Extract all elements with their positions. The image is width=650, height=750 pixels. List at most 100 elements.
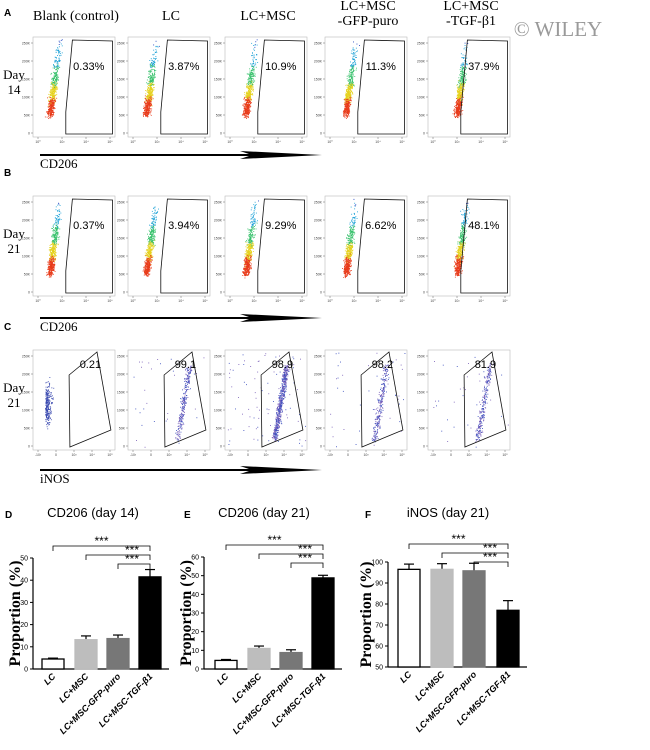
event-point: [346, 75, 348, 77]
event-point: [145, 102, 146, 104]
event-point: [52, 89, 54, 91]
event-point: [460, 105, 462, 107]
event-point: [57, 244, 59, 246]
event-point: [246, 118, 247, 119]
event-point: [50, 251, 51, 253]
event-point: [50, 89, 52, 90]
event-point: [56, 234, 58, 235]
event-point: [249, 101, 251, 103]
event-point: [147, 106, 148, 107]
event-point: [152, 62, 154, 64]
event-point: [145, 250, 147, 252]
event-point: [148, 71, 150, 73]
event-point: [158, 45, 160, 47]
event-point: [148, 265, 150, 266]
event-point: [148, 99, 150, 101]
event-point: [345, 110, 347, 112]
event-point: [53, 111, 54, 113]
event-point: [152, 239, 154, 241]
event-point: [348, 102, 350, 103]
event-point: [347, 86, 349, 88]
event-point: [248, 77, 250, 79]
event-point: [352, 85, 354, 87]
event-point: [347, 95, 349, 97]
event-point: [351, 69, 353, 71]
event-point: [347, 85, 349, 86]
event-point: [346, 99, 347, 101]
event-point: [49, 245, 51, 246]
event-point: [149, 105, 150, 106]
event-point: [151, 61, 153, 63]
event-point: [148, 235, 149, 237]
event-point: [353, 85, 354, 86]
event-point: [148, 267, 150, 269]
event-point: [148, 96, 150, 98]
event-point: [465, 82, 466, 84]
event-point: [55, 81, 57, 83]
event-point: [143, 269, 145, 271]
event-point: [52, 251, 54, 253]
event-point: [463, 66, 464, 68]
event-point: [255, 204, 257, 205]
event-point: [248, 91, 249, 93]
event-point: [458, 95, 459, 96]
event-point: [144, 272, 146, 274]
event-point: [249, 73, 251, 75]
event-point: [150, 75, 152, 77]
event-point: [57, 55, 58, 56]
event-point: [150, 81, 152, 82]
event-point: [150, 80, 152, 82]
event-point: [144, 113, 146, 115]
y-tick-label: 200K: [417, 60, 426, 64]
event-point: [151, 233, 152, 235]
event-point: [244, 274, 246, 276]
event-point: [150, 95, 152, 96]
event-point: [462, 71, 464, 73]
event-point: [246, 73, 248, 75]
event-point: [251, 221, 253, 222]
event-point: [145, 98, 146, 100]
event-point: [146, 106, 148, 108]
event-point: [455, 117, 456, 118]
event-point: [253, 73, 254, 75]
event-point: [253, 69, 255, 71]
event-point: [148, 109, 150, 111]
event-point: [351, 78, 352, 79]
event-point: [249, 246, 251, 248]
event-point: [144, 270, 146, 271]
event-point: [251, 235, 252, 237]
event-point: [460, 76, 462, 78]
event-point: [244, 98, 245, 100]
event-point: [50, 258, 52, 259]
event-point: [346, 103, 348, 105]
event-point: [148, 99, 150, 101]
event-point: [349, 87, 351, 89]
event-point: [459, 84, 461, 86]
event-point: [58, 58, 60, 60]
event-point: [460, 64, 462, 66]
event-point: [153, 61, 154, 62]
event-point: [148, 265, 150, 267]
event-point: [58, 203, 60, 205]
event-point: [148, 112, 149, 114]
event-point: [152, 69, 154, 70]
event-point: [52, 244, 54, 246]
event-point: [350, 89, 352, 91]
event-point: [348, 102, 350, 104]
event-point: [52, 224, 54, 226]
event-point: [153, 73, 155, 75]
event-point: [247, 107, 249, 109]
event-point: [51, 266, 53, 268]
event-point: [255, 62, 257, 64]
event-point: [347, 105, 349, 106]
event-point: [52, 90, 54, 92]
event-point: [152, 80, 154, 81]
gate-percentage: 0.33%: [73, 61, 104, 73]
event-point: [456, 106, 458, 108]
event-point: [458, 106, 459, 108]
event-point: [353, 56, 355, 57]
event-point: [50, 264, 52, 266]
event-point: [248, 82, 249, 84]
event-point: [55, 78, 57, 80]
event-point: [245, 92, 247, 94]
